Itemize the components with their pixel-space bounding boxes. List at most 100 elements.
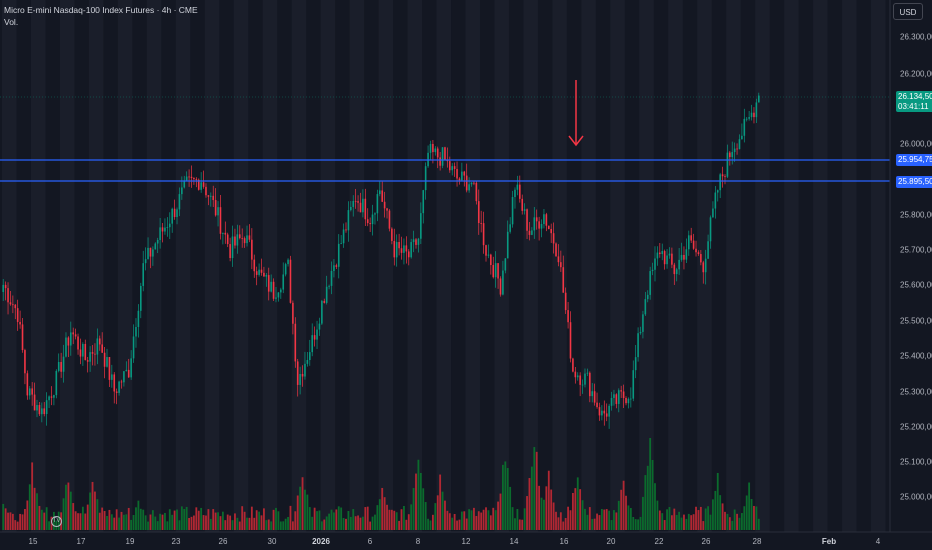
candle-body bbox=[270, 281, 272, 292]
volume-bar bbox=[21, 514, 24, 530]
volume-bar bbox=[649, 437, 652, 530]
candle-body bbox=[161, 227, 164, 232]
session-band bbox=[436, 0, 452, 532]
candle-body bbox=[98, 338, 101, 345]
volume-bar bbox=[714, 490, 717, 530]
candle-body bbox=[176, 209, 178, 218]
volume-bar bbox=[118, 517, 120, 530]
volume-bar bbox=[180, 506, 183, 530]
candle-body bbox=[403, 245, 405, 253]
candle-body bbox=[55, 370, 58, 396]
candle-body bbox=[69, 332, 72, 346]
volume-bar bbox=[277, 511, 280, 530]
volume-bar bbox=[45, 507, 48, 530]
volume-bar bbox=[270, 521, 273, 530]
price-label: 25.300,00 bbox=[900, 387, 932, 397]
candle-body bbox=[190, 176, 193, 179]
candle-body bbox=[564, 292, 567, 311]
volume-bar bbox=[456, 520, 458, 530]
candle-body bbox=[4, 284, 7, 289]
volume-bar bbox=[164, 512, 166, 530]
candle-body bbox=[579, 375, 581, 385]
price-label: 26.200,00 bbox=[900, 69, 932, 79]
time-label: 28 bbox=[752, 537, 762, 546]
volume-bar bbox=[11, 513, 14, 530]
candle-body bbox=[205, 186, 207, 196]
volume-bar bbox=[255, 510, 258, 530]
candle-body bbox=[127, 369, 130, 378]
candle-body bbox=[381, 190, 384, 202]
volume-bar bbox=[267, 519, 270, 530]
session-band bbox=[175, 0, 191, 532]
volume-bar bbox=[89, 492, 92, 530]
volume-bar bbox=[543, 499, 545, 530]
candle-body bbox=[200, 182, 202, 190]
volume-bar bbox=[588, 507, 591, 530]
candle-body bbox=[62, 356, 65, 372]
candle-body bbox=[197, 179, 200, 190]
time-label: 14 bbox=[509, 537, 519, 546]
candle-body bbox=[545, 214, 548, 226]
red-arrow-annotation bbox=[568, 80, 584, 147]
volume-bar bbox=[692, 514, 695, 530]
volume-bar bbox=[231, 520, 234, 530]
candle-body bbox=[716, 190, 719, 193]
volume-bar bbox=[77, 513, 79, 530]
candle-body bbox=[634, 357, 637, 371]
volume-bar bbox=[84, 513, 87, 530]
volume-bar bbox=[412, 488, 415, 530]
volume-bar bbox=[547, 470, 550, 530]
volume-bar bbox=[596, 513, 598, 530]
volume-bar bbox=[306, 494, 309, 530]
volume-bar bbox=[94, 491, 96, 530]
volume-bar bbox=[4, 508, 7, 530]
candle-body bbox=[405, 245, 408, 252]
volume-bar bbox=[311, 516, 314, 530]
candle-body bbox=[473, 182, 475, 184]
candle-body bbox=[14, 304, 17, 309]
volume-bar bbox=[436, 495, 439, 530]
price-label: 25.600,00 bbox=[900, 280, 932, 290]
candle-body bbox=[632, 370, 635, 399]
volume-bar bbox=[485, 507, 487, 530]
volume-bar bbox=[528, 478, 531, 530]
candle-body bbox=[485, 245, 487, 256]
candle-body bbox=[535, 217, 538, 222]
volume-bar bbox=[557, 517, 560, 530]
volume-bar bbox=[431, 514, 434, 530]
session-band bbox=[784, 0, 799, 532]
candle-body bbox=[289, 259, 292, 303]
volume-bar bbox=[702, 521, 705, 530]
candle-body bbox=[168, 223, 171, 228]
time-label: 8 bbox=[415, 537, 421, 546]
time-label: 19 bbox=[125, 537, 135, 546]
time-label: 12 bbox=[461, 537, 471, 546]
volume-bar bbox=[489, 515, 492, 530]
volume-bar bbox=[591, 518, 594, 530]
candle-body bbox=[255, 271, 258, 275]
volume-bar bbox=[65, 484, 67, 530]
candle-body bbox=[272, 281, 275, 299]
volume-bar bbox=[680, 517, 683, 530]
candle-body bbox=[465, 175, 468, 191]
volume-bar bbox=[258, 511, 260, 530]
candle-body bbox=[651, 269, 654, 272]
candle-body bbox=[275, 297, 277, 299]
candle-body bbox=[82, 343, 84, 357]
candle-body bbox=[352, 200, 355, 207]
candle-body bbox=[123, 371, 125, 383]
volume-bar bbox=[709, 514, 712, 530]
currency-selector[interactable]: USD bbox=[893, 3, 923, 20]
candle-body bbox=[31, 388, 33, 395]
tradingview-logo[interactable]: TV bbox=[51, 516, 62, 527]
candle-body bbox=[630, 398, 632, 400]
candle-body bbox=[480, 223, 482, 224]
volume-bar bbox=[96, 499, 99, 530]
volume-bar bbox=[217, 512, 219, 530]
volume-bar bbox=[113, 517, 116, 530]
candle-body bbox=[608, 405, 610, 417]
volume-bar bbox=[2, 503, 5, 530]
candle-body bbox=[50, 396, 53, 398]
candle-body bbox=[589, 372, 591, 397]
